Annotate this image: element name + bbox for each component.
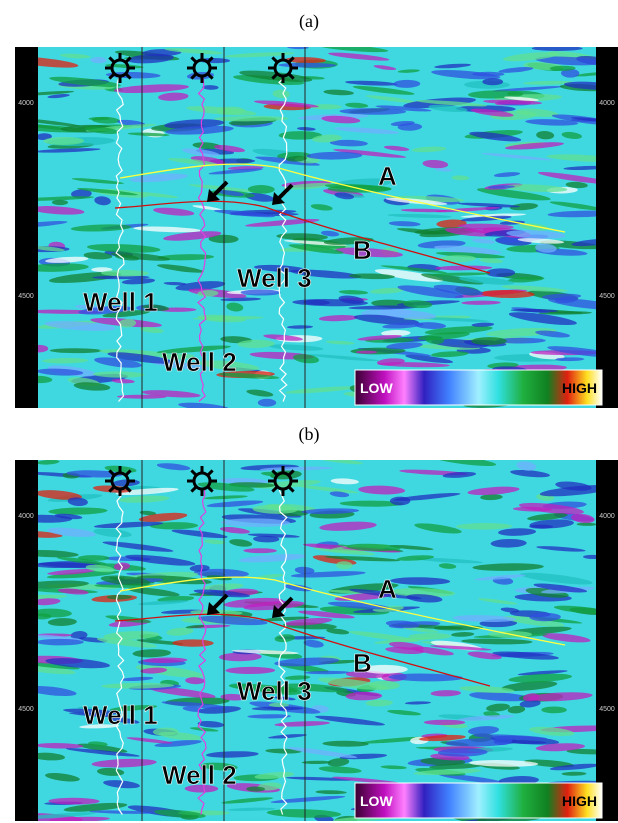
panel-label: (b) — [299, 424, 320, 445]
colorbar-low: LOW — [360, 380, 393, 396]
panel-label: (a) — [299, 11, 319, 32]
colorbar-high: HIGH — [562, 380, 597, 396]
well-label: Well 2 — [162, 760, 237, 790]
reflector — [541, 707, 567, 714]
horizon-label: A — [378, 574, 397, 604]
horizon-label: B — [353, 648, 372, 678]
well-label: Well 2 — [162, 347, 237, 377]
depth-label: 4500 — [18, 706, 34, 713]
horizon-label: B — [353, 235, 372, 265]
well-label: Well 3 — [237, 676, 312, 706]
seismic-panel: 4000 4000 4500 4500 A B Well 1Well 2 Well 3 LOW H… — [14, 452, 618, 823]
depth-label: 4000 — [599, 513, 615, 520]
reflector — [226, 667, 276, 674]
depth-label: 4000 — [18, 100, 34, 107]
depth-label: 4500 — [599, 706, 615, 713]
depth-label: 4500 — [18, 293, 34, 300]
figure: (a)4000400045004500ABWell 1Well 2Well 3L… — [0, 0, 618, 823]
horizon-label: A — [378, 161, 397, 191]
colorbar-high: HIGH — [562, 793, 597, 809]
well-label: Well 3 — [237, 263, 312, 293]
colorbar-low: LOW — [360, 793, 393, 809]
well-label: Well 1 — [83, 287, 158, 317]
depth-label: 4000 — [599, 100, 615, 107]
depth-label: 4000 — [18, 513, 34, 520]
seismic-panel: 4000 4000 4500 4500 A B Well 1Well 2 Well 3 LOW H… — [4, 43, 618, 413]
well-label: Well 1 — [83, 700, 158, 730]
depth-label: 4500 — [599, 293, 615, 300]
